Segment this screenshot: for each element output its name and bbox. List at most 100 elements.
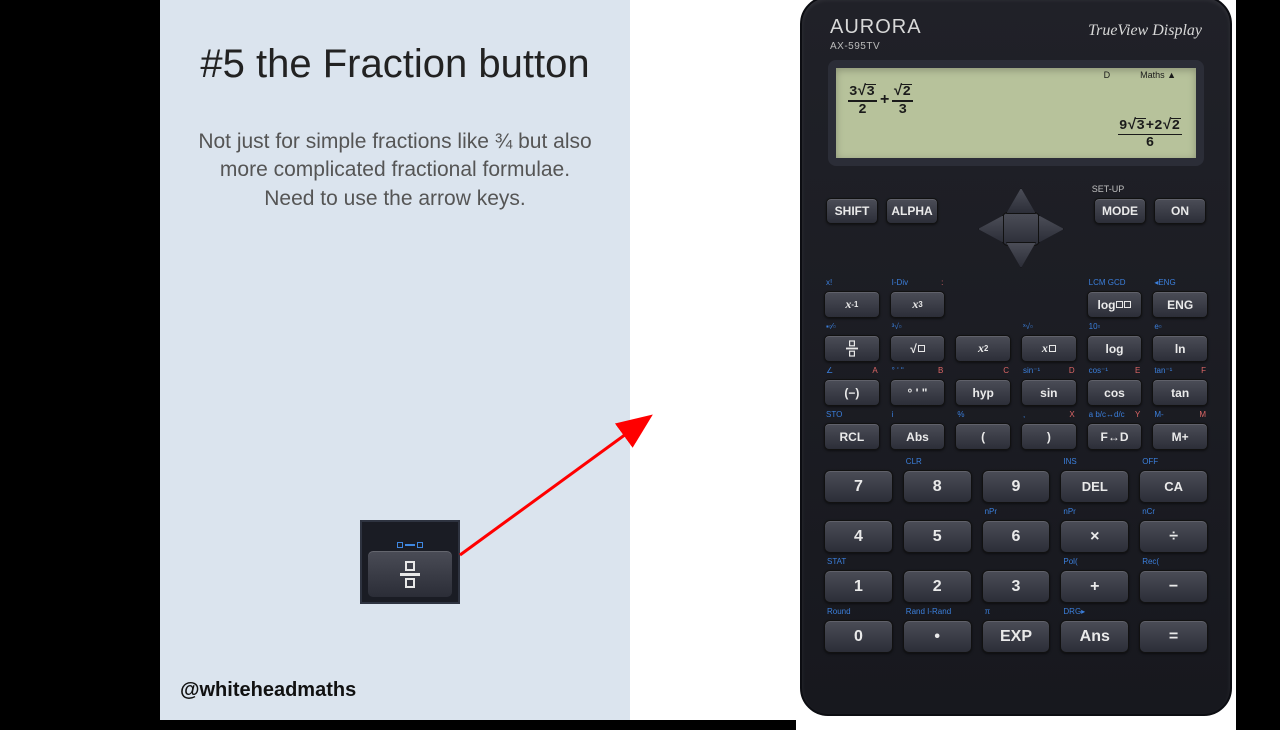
- fn-cell: e▫ln: [1152, 324, 1208, 364]
- fn-button[interactable]: hyp: [955, 379, 1011, 406]
- fn-cell: ˣ√▫x: [1021, 324, 1077, 364]
- number-grid: 7CLR89INSDELOFFCA45nPr6nPr×nCr÷STAT123Po…: [824, 458, 1208, 654]
- fn-button[interactable]: cos: [1087, 379, 1143, 406]
- fn-cell: [1021, 280, 1077, 320]
- fn-cell: ∠A(−): [824, 368, 880, 408]
- num-button[interactable]: ×: [1060, 520, 1129, 553]
- fn-button[interactable]: x-1: [824, 291, 880, 318]
- num-cell: OFFCA: [1139, 458, 1208, 504]
- dpad: [974, 188, 1068, 268]
- num-cell: Pol(+: [1060, 558, 1129, 604]
- calculator-body: AURORA AX-595TV TrueView Display D Maths…: [800, 0, 1232, 716]
- fn-button[interactable]: [824, 335, 880, 362]
- fn-button[interactable]: RCL: [824, 423, 880, 450]
- num-cell: πEXP: [982, 608, 1051, 654]
- num-button[interactable]: ÷: [1139, 520, 1208, 553]
- shift-button[interactable]: SHIFT: [826, 198, 878, 224]
- num-cell: nPr×: [1060, 508, 1129, 554]
- fn-cell: a b/c↔d/cYF↔D: [1087, 412, 1143, 452]
- on-button[interactable]: ON: [1154, 198, 1206, 224]
- fn-button[interactable]: sin: [1021, 379, 1077, 406]
- dpad-right[interactable]: [1038, 215, 1064, 243]
- num-button[interactable]: Ans: [1060, 620, 1129, 653]
- num-button[interactable]: 3: [982, 570, 1051, 603]
- dpad-down[interactable]: [1006, 242, 1036, 268]
- slide: #5 the Fraction button Not just for simp…: [160, 0, 1120, 720]
- screen-input: 332 + 23: [848, 84, 913, 117]
- func-button[interactable]: DEL: [1060, 470, 1129, 503]
- brand-name: AURORA: [830, 16, 922, 39]
- num-button[interactable]: EXP: [982, 620, 1051, 653]
- num-button[interactable]: −: [1139, 570, 1208, 603]
- fn-cell: ,X): [1021, 412, 1077, 452]
- fraction-icon: [400, 561, 420, 588]
- function-grid: x!x-1I-Div:x3LCM GCDlog◂ENGENG▪▫⁄▫³√▫√x2…: [824, 280, 1208, 452]
- fn-button[interactable]: log: [1087, 291, 1143, 318]
- fn-button[interactable]: ln: [1152, 335, 1208, 362]
- fn-button[interactable]: √: [890, 335, 946, 362]
- author-handle: @whiteheadmaths: [180, 679, 356, 702]
- fn-cell: iAbs: [890, 412, 946, 452]
- inset-fraction-button[interactable]: [367, 550, 453, 598]
- fn-button[interactable]: ENG: [1152, 291, 1208, 318]
- num-button[interactable]: 4: [824, 520, 893, 553]
- fn-button[interactable]: ): [1021, 423, 1077, 450]
- fn-cell: Chyp: [955, 368, 1011, 408]
- num-cell: Rand I-Rand•: [903, 608, 972, 654]
- fn-cell: M-MM+: [1152, 412, 1208, 452]
- key-area: SHIFT ALPHA SET-UP MODE ON x!x-1I-Div:x3…: [820, 176, 1212, 654]
- num-cell: Rec(−: [1139, 558, 1208, 604]
- num-cell: Round0: [824, 608, 893, 654]
- fn-button[interactable]: log: [1087, 335, 1143, 362]
- num-button[interactable]: 7: [824, 470, 893, 503]
- num-button[interactable]: 2: [903, 570, 972, 603]
- fn-button[interactable]: M+: [1152, 423, 1208, 450]
- num-button[interactable]: =: [1139, 620, 1208, 653]
- dpad-center[interactable]: [1002, 212, 1040, 246]
- dpad-up[interactable]: [1006, 188, 1036, 214]
- num-cell: =: [1139, 608, 1208, 654]
- num-button[interactable]: •: [903, 620, 972, 653]
- fn-button[interactable]: x3: [890, 291, 946, 318]
- func-button[interactable]: CA: [1139, 470, 1208, 503]
- num-cell: 4: [824, 508, 893, 554]
- fn-button[interactable]: F↔D: [1087, 423, 1143, 450]
- fn-button[interactable]: Abs: [890, 423, 946, 450]
- fn-button[interactable]: ° ʹ ʺ: [890, 379, 946, 406]
- num-button[interactable]: 6: [982, 520, 1051, 553]
- fn-button[interactable]: tan: [1152, 379, 1208, 406]
- num-cell: 7: [824, 458, 893, 504]
- calculator-region: AURORA AX-595TV TrueView Display D Maths…: [796, 0, 1236, 730]
- fn-button[interactable]: (−): [824, 379, 880, 406]
- num-button[interactable]: +: [1060, 570, 1129, 603]
- num-cell: 5: [903, 508, 972, 554]
- num-button[interactable]: 9: [982, 470, 1051, 503]
- num-cell: INSDEL: [1060, 458, 1129, 504]
- top-row: SHIFT ALPHA SET-UP MODE ON: [824, 176, 1208, 276]
- fn-cell: LCM GCDlog: [1087, 280, 1143, 320]
- fn-button[interactable]: x2: [955, 335, 1011, 362]
- alpha-button[interactable]: ALPHA: [886, 198, 938, 224]
- dpad-left[interactable]: [978, 215, 1004, 243]
- num-button[interactable]: 0: [824, 620, 893, 653]
- fn-cell: tan⁻¹Ftan: [1152, 368, 1208, 408]
- slide-title: #5 the Fraction button: [190, 40, 600, 88]
- fn-cell: [955, 280, 1011, 320]
- num-button[interactable]: 1: [824, 570, 893, 603]
- slide-body: Not just for simple fractions like ¾ but…: [190, 128, 600, 213]
- inset-shift-label: [397, 542, 423, 548]
- setup-label: SET-UP: [1082, 184, 1134, 194]
- fn-button[interactable]: (: [955, 423, 1011, 450]
- fn-cell: ° ʹ ʺB° ʹ ʺ: [890, 368, 946, 408]
- num-button[interactable]: 5: [903, 520, 972, 553]
- fn-cell: ³√▫√: [890, 324, 946, 364]
- fn-cell: sin⁻¹Dsin: [1021, 368, 1077, 408]
- mode-button[interactable]: MODE: [1094, 198, 1146, 224]
- num-button[interactable]: 8: [903, 470, 972, 503]
- fn-button[interactable]: x: [1021, 335, 1077, 362]
- lcd-screen: D Maths ▲ 332 + 23 93+22 6: [828, 60, 1204, 166]
- fn-cell: cos⁻¹Ecos: [1087, 368, 1143, 408]
- fn-cell: STORCL: [824, 412, 880, 452]
- num-cell: CLR8: [903, 458, 972, 504]
- num-cell: 3: [982, 558, 1051, 604]
